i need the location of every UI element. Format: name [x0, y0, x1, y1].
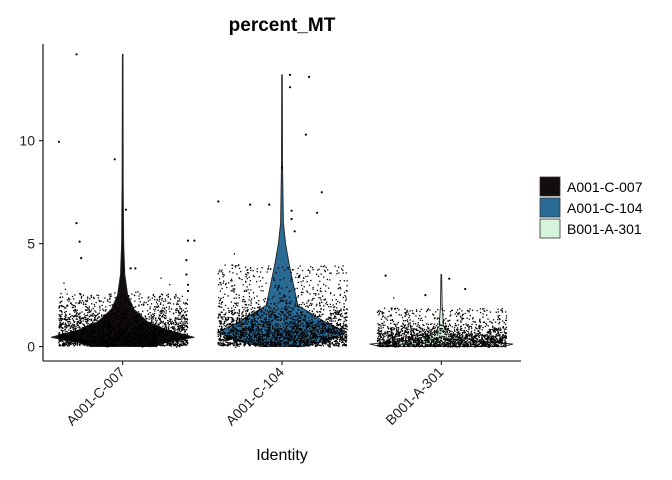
legend-label: A001-C-104	[567, 200, 643, 216]
outlier-point	[308, 75, 311, 78]
outlier-point	[293, 230, 296, 233]
y-tick-label: 5	[27, 236, 35, 252]
outlier-point	[290, 209, 293, 212]
outlier-point	[290, 217, 293, 221]
plot-area	[50, 53, 514, 348]
outlier-point	[448, 277, 451, 280]
y-tick-label: 0	[27, 339, 35, 355]
outlier-point	[464, 287, 467, 291]
outlier-point	[217, 200, 220, 203]
legend-label: B001-A-301	[567, 221, 642, 237]
outlier-point	[185, 273, 188, 276]
outlier-point	[249, 203, 252, 206]
x-axis: A001-C-007 A001-C-104 B001-A-301	[43, 360, 521, 429]
jitter-points-2	[217, 253, 348, 348]
legend: A001-C-007 A001-C-104 B001-A-301	[539, 176, 643, 239]
outlier-point	[113, 158, 116, 161]
legend-label: A001-C-007	[567, 179, 643, 195]
outlier-point	[57, 140, 61, 143]
outlier-point	[129, 267, 132, 270]
outlier-point	[280, 166, 284, 169]
y-axis: 0 5 10	[19, 44, 44, 361]
outlier-point	[124, 208, 127, 211]
outlier-point	[78, 240, 81, 243]
y-tick-label: 10	[19, 133, 35, 149]
outlier-point	[304, 133, 307, 136]
jitter-points-3	[376, 297, 508, 348]
outlier-point	[80, 257, 83, 260]
outlier-point	[384, 274, 387, 277]
x-axis-title: Identity	[256, 447, 308, 464]
legend-swatch	[539, 197, 561, 218]
outlier-point	[268, 203, 271, 206]
legend-swatch	[539, 176, 561, 197]
outlier-point	[186, 289, 190, 293]
outlier-point	[288, 86, 292, 89]
x-tick-label: B001-A-301	[382, 364, 446, 428]
outlier-point	[320, 191, 323, 194]
outlier-point	[316, 211, 319, 214]
outlier-point	[186, 239, 190, 242]
violin-1	[50, 53, 195, 348]
outlier-point	[185, 259, 188, 262]
outlier-point	[134, 267, 137, 270]
violin-2	[216, 74, 348, 348]
legend-swatch	[539, 218, 561, 239]
outlier-point	[186, 283, 190, 286]
x-tick-label: A001-C-007	[63, 364, 128, 429]
outlier-point	[424, 294, 427, 297]
chart-title: percent_MT	[229, 15, 336, 36]
jitter-points-1	[58, 277, 189, 348]
x-tick-label: A001-C-104	[222, 364, 287, 429]
outlier-point	[75, 53, 78, 56]
outlier-point	[193, 239, 196, 242]
outlier-point	[75, 222, 78, 225]
outlier-point	[288, 73, 292, 76]
